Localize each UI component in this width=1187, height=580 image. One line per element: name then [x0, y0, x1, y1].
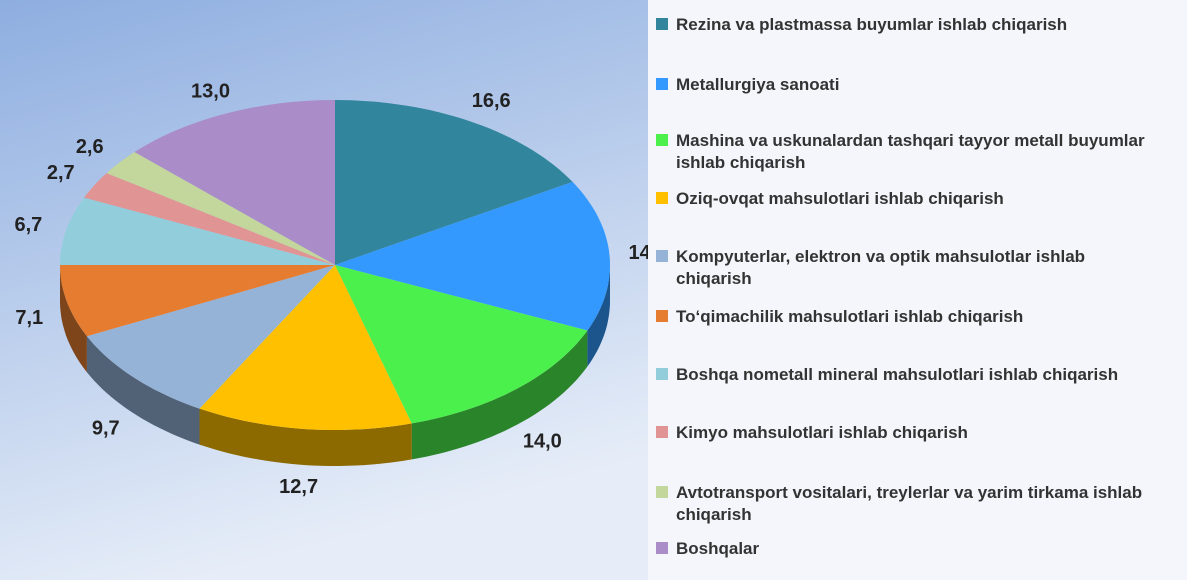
- legend-item: Boshqalar: [656, 538, 1156, 560]
- legend-item: Rezina va plastmassa buyumlar ishlab chi…: [656, 14, 1156, 36]
- data-label: 2,6: [76, 136, 104, 158]
- legend-swatch: [656, 250, 668, 262]
- slice: [335, 100, 573, 265]
- data-label: 2,7: [47, 162, 75, 184]
- legend-item: Mashina va uskunalardan tashqari tayyor …: [656, 130, 1156, 174]
- legend-item: Oziq-ovqat mahsulotlari ishlab chiqarish: [656, 188, 1156, 210]
- legend-label: Oziq-ovqat mahsulotlari ishlab chiqarish: [676, 189, 1004, 208]
- legend-label: Metallurgiya sanoati: [676, 75, 840, 94]
- slice: [335, 181, 610, 331]
- legend-label: Kompyuterlar, elektron va optik mahsulot…: [676, 247, 1086, 288]
- legend-swatch: [656, 310, 668, 322]
- legend-label: Boshqa nometall mineral mahsulotlari ish…: [676, 365, 1119, 384]
- data-label: 14,0: [523, 430, 562, 452]
- legend-item: To‘qimachilik mahsulotlari ishlab chiqar…: [656, 306, 1156, 328]
- legend-label: Avtotransport vositalari, treylerlar va …: [676, 483, 1143, 524]
- legend-swatch: [656, 78, 668, 90]
- chart: 16,6 14,9 14,0 12,7 9,7 7,1 6,7 2,72,6 13,0: [0, 0, 648, 580]
- slice: [199, 265, 412, 430]
- data-label: 6,7: [15, 214, 43, 236]
- legend-item: Kompyuterlar, elektron va optik mahsulot…: [656, 246, 1156, 290]
- legend-swatch: [656, 542, 668, 554]
- slice: [106, 152, 335, 265]
- legend-swatch: [656, 18, 668, 30]
- data-label: 14,9: [628, 242, 648, 264]
- legend-swatch: [656, 368, 668, 380]
- data-label: 7,1: [15, 307, 43, 329]
- legend-label: Mashina va uskunalardan tashqari tayyor …: [676, 131, 1145, 172]
- legend-label: Boshqalar: [676, 539, 760, 558]
- slice-side: [411, 330, 588, 460]
- data-label: 13,0: [191, 81, 230, 103]
- legend-item: Boshqa nometall mineral mahsulotlari ish…: [656, 364, 1156, 386]
- slice-side: [60, 265, 87, 373]
- slice: [335, 265, 588, 424]
- data-label: 12,7: [279, 476, 318, 498]
- data-label: 16,6: [472, 90, 511, 112]
- legend-swatch: [656, 192, 668, 204]
- legend-swatch: [656, 426, 668, 438]
- legend-label: Kimyo mahsulotlari ishlab chiqarish: [676, 423, 968, 442]
- slice: [86, 265, 336, 409]
- legend-label: Rezina va plastmassa buyumlar ishlab chi…: [676, 15, 1068, 34]
- slice: [60, 197, 335, 265]
- legend-item: Kimyo mahsulotlari ishlab chiqarish: [656, 422, 1156, 444]
- data-label: 9,7: [92, 418, 120, 440]
- slice: [134, 100, 335, 265]
- legend-item: Metallurgiya sanoati: [656, 74, 1156, 96]
- slice: [84, 173, 335, 265]
- legend-label: To‘qimachilik mahsulotlari ishlab chiqar…: [676, 307, 1024, 326]
- slice: [60, 265, 335, 337]
- legend-swatch: [656, 486, 668, 498]
- slice-side: [587, 265, 610, 367]
- legend-swatch: [656, 134, 668, 146]
- legend-item: Avtotransport vositalari, treylerlar va …: [656, 482, 1156, 526]
- slice-side: [86, 336, 200, 445]
- slice-side: [199, 408, 412, 466]
